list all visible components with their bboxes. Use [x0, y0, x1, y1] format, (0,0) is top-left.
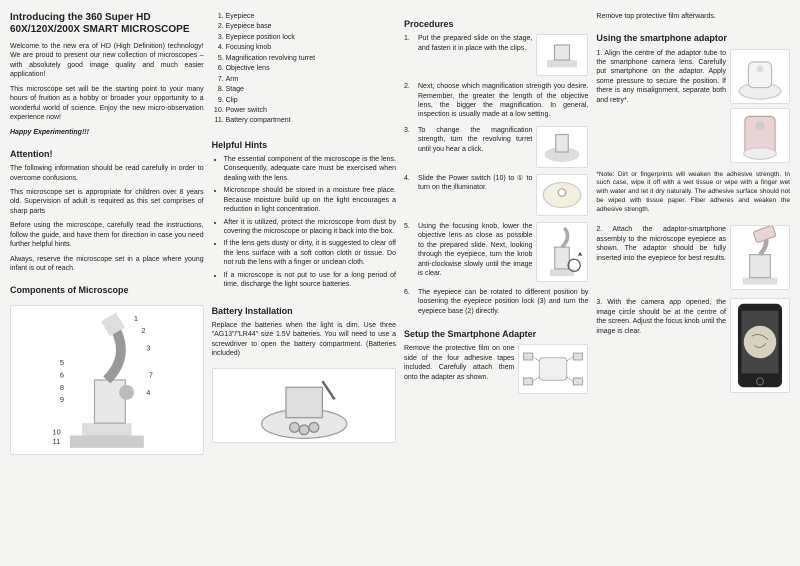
svg-text:6: 6	[60, 370, 64, 379]
procedure-thumb	[536, 34, 588, 76]
procedure-step: 2. Next, choose which magnification stre…	[404, 82, 588, 120]
hints-list: The essential component of the microscop…	[212, 155, 396, 293]
hint-item: The essential component of the microscop…	[224, 155, 396, 183]
svg-text:7: 7	[149, 370, 153, 379]
part-item: Eyepiece	[226, 12, 396, 21]
svg-text:3: 3	[146, 343, 150, 352]
hint-item: If the lens gets dusty or dirty, it is s…	[224, 239, 396, 267]
procedure-thumb	[536, 126, 588, 168]
procedure-thumb	[536, 174, 588, 216]
procedure-step: 1. Put the prepared slide on the stage, …	[404, 34, 588, 76]
hints-heading: Helpful Hints	[212, 139, 396, 151]
attention-heading: Attention!	[10, 148, 204, 160]
part-item: Clip	[226, 96, 396, 105]
battery-heading: Battery Installation	[212, 305, 396, 317]
microscope-diagram: 1 2 3 7 4 5 6 8 9 10 11	[10, 305, 204, 455]
attention-2: This microscope set is appropriate for c…	[10, 188, 204, 216]
adaptor-step: 3. With the camera app opened, the image…	[596, 298, 790, 393]
title: Introducing the 360 Super HD 60X/120X/20…	[10, 12, 204, 36]
svg-text:11: 11	[53, 437, 61, 446]
svg-text:4: 4	[146, 387, 150, 396]
svg-text:10: 10	[53, 427, 61, 436]
adaptor-step: 2. Attach the adaptor-smartphone assembl…	[596, 225, 790, 290]
procedure-step: 4. Slide the Power switch (10) to ① to t…	[404, 174, 588, 216]
parts-list: Eyepiece Eyepiece base Eyepiece position…	[212, 12, 396, 127]
adaptor-step: 1. Align the centre of the adaptor tube …	[596, 49, 790, 163]
procedure-step: 3. To change the magnification strength,…	[404, 126, 588, 168]
intro-2: This microscope set will be the starting…	[10, 85, 204, 123]
attention-1: The following information should be read…	[10, 164, 204, 183]
intro-1: Welcome to the new era of HD (High Defin…	[10, 42, 204, 80]
part-item: Magnification revolving turret	[226, 54, 396, 63]
part-item: Arm	[226, 75, 396, 84]
remove-film-text: Remove top protective film afterwards.	[596, 12, 790, 21]
battery-diagram	[212, 368, 396, 443]
adapter-tape-diagram	[518, 344, 588, 394]
attention-4: Always, reserve the microscope set in a …	[10, 255, 204, 274]
setup-text: Remove the protective film on one side o…	[404, 344, 514, 389]
svg-text:9: 9	[60, 395, 64, 404]
happy: Happy Experimenting!!!	[10, 128, 204, 137]
attention-3: Before using the microscope, carefully r…	[10, 221, 204, 249]
part-item: Power switch	[226, 106, 396, 115]
svg-text:2: 2	[141, 326, 145, 335]
part-item: Focusing knob	[226, 43, 396, 52]
procedures-heading: Procedures	[404, 18, 588, 30]
procedure-thumb	[536, 222, 588, 282]
hint-item: If a microscope is not put to use for a …	[224, 271, 396, 290]
components-heading: Components of Microscope	[10, 284, 204, 296]
adhesive-note: *Note: Dirt or fingerprints will weaken …	[596, 171, 790, 215]
part-item: Stage	[226, 85, 396, 94]
svg-text:1: 1	[134, 313, 138, 322]
setup-heading: Setup the Smartphone Adapter	[404, 328, 588, 340]
part-item: Eyepiece base	[226, 22, 396, 31]
adaptor-thumb	[730, 49, 790, 104]
adaptor-thumb	[730, 225, 790, 290]
part-item: Battery compartment	[226, 116, 396, 125]
part-item: Eyepiece position lock	[226, 33, 396, 42]
procedure-step: 6. The eyepiece can be rotated to differ…	[404, 288, 588, 316]
svg-text:5: 5	[60, 358, 64, 367]
svg-text:8: 8	[60, 382, 64, 391]
part-item: Objective lens	[226, 64, 396, 73]
hint-item: After it is utilized, protect the micros…	[224, 218, 396, 237]
using-adaptor-heading: Using the smartphone adaptor	[596, 32, 790, 44]
battery-text: Replace the batteries when the light is …	[212, 321, 396, 359]
hint-item: Microscope should be stored in a moistur…	[224, 186, 396, 214]
adaptor-thumb	[730, 298, 790, 393]
adaptor-thumb	[730, 108, 790, 163]
procedure-step: 5. Using the focusing knob, lower the ob…	[404, 222, 588, 282]
